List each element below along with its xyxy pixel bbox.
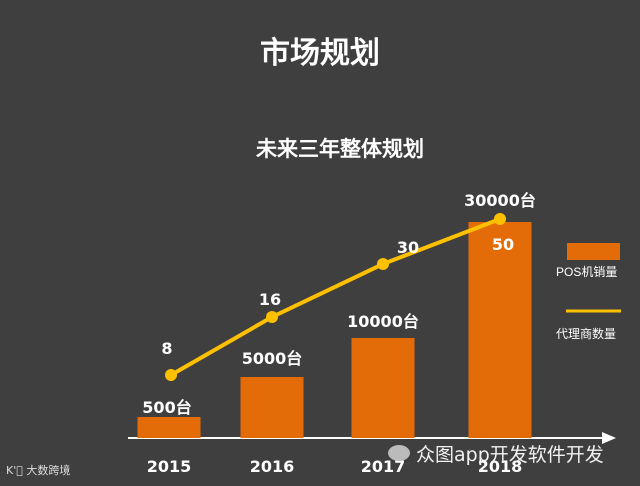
bar-2015	[137, 417, 201, 438]
chart-title: 未来三年整体规划	[256, 137, 424, 161]
tick-label-2017: 2017	[361, 457, 406, 476]
line-label-2017: 30	[397, 238, 419, 257]
bar-2016	[240, 377, 304, 438]
legend-label-bars: POS机销量	[556, 265, 618, 279]
wechat-icon	[388, 445, 410, 461]
line-point-2015	[165, 369, 177, 381]
tick-label-2015: 2015	[147, 457, 192, 476]
legend-label-line: 代理商数量	[556, 327, 617, 341]
tick-label-2018: 2018	[478, 457, 523, 476]
line-agents	[170, 217, 501, 377]
page-title: 市场规划	[260, 36, 380, 71]
bar-label-2018: 30000台	[464, 191, 536, 210]
watermark-left-mark: K'᪽	[6, 464, 23, 477]
bar-label-2016: 5000台	[242, 349, 303, 368]
line-point-2016	[266, 311, 278, 323]
line-point-2017	[377, 258, 389, 270]
line-label-2018: 50	[492, 235, 514, 254]
x-axis-arrow	[602, 432, 616, 444]
line-label-2015: 8	[161, 339, 172, 358]
bar-2018	[468, 222, 532, 438]
watermark-left-text: 大数跨境	[26, 464, 71, 477]
bar-2017	[351, 338, 415, 438]
watermark-right: 众图app开发软件开发	[416, 444, 604, 466]
bar-label-2015: 500台	[142, 398, 191, 417]
line-label-2016: 16	[259, 290, 281, 309]
bar-label-2017: 10000台	[347, 312, 419, 331]
tick-label-2016: 2016	[250, 457, 295, 476]
watermark-left: K'᪽ 大数跨境	[6, 462, 70, 478]
line-point-2018	[494, 213, 506, 225]
legend-swatch-bars	[567, 243, 620, 260]
